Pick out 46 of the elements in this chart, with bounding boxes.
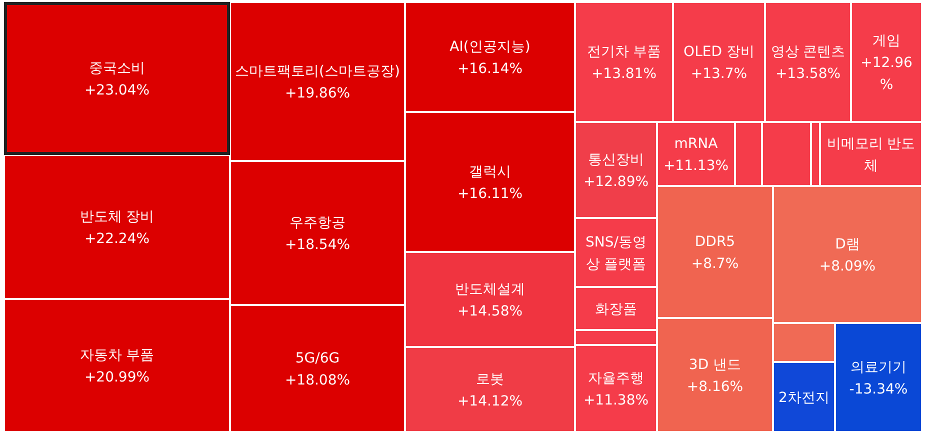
data-label: +19.86% <box>284 86 350 102</box>
category-label: 자율주행 <box>588 370 644 386</box>
data-label: +14.58% <box>457 304 523 320</box>
data-label: +13.7% <box>690 66 748 82</box>
data-label: +18.54% <box>284 237 350 253</box>
category-label: 반도체설계 <box>455 282 525 298</box>
data-label: +14.12% <box>457 394 523 410</box>
category-label: 화장품 <box>595 302 637 318</box>
category-label: 5G/6G <box>295 350 340 366</box>
data-label: +13.81% <box>591 66 657 82</box>
data-label: +8.7% <box>691 256 739 272</box>
data-label: +13.58% <box>775 66 841 82</box>
data-label: +11.38% <box>583 392 649 408</box>
data-label: +18.08% <box>284 372 350 388</box>
category-label: 영상 콘텐츠 <box>770 44 846 60</box>
category-label: 2차전지 <box>778 390 830 406</box>
data-label: +8.09% <box>819 258 876 274</box>
data-label: +22.24% <box>84 231 150 247</box>
category-label: D램 <box>835 236 860 252</box>
category-label: 의료기기 <box>850 360 906 376</box>
data-label: +20.99% <box>84 370 150 386</box>
category-label: 비메모리 반도체 <box>826 136 916 174</box>
category-label: 전기차 부품 <box>586 44 662 60</box>
category-label: 자동차 부품 <box>80 348 154 364</box>
data-label: -13.34% <box>849 382 908 398</box>
category-label: 스마트팩토리(스마트공장) <box>235 64 400 80</box>
category-label: 갤럭시 <box>469 164 511 180</box>
category-label: mRNA <box>674 136 718 152</box>
category-label: 통신장비 <box>588 152 644 168</box>
data-label: +23.04% <box>84 82 150 98</box>
data-label: +16.11% <box>457 186 523 202</box>
category-label: 중국소비 <box>89 60 145 76</box>
category-label: AI(인공지능) <box>450 39 530 55</box>
category-label: DDR5 <box>694 234 736 250</box>
category-label: OLED 장비 <box>684 44 754 60</box>
category-label: 게임 <box>872 33 900 49</box>
data-label: +11.13% <box>663 158 729 174</box>
data-label: +12.96% <box>860 55 912 93</box>
data-label: +12.89% <box>583 174 649 190</box>
category-label: 3D 낸드 <box>688 357 742 373</box>
data-label: +8.16% <box>686 379 744 395</box>
category-label: 로봇 <box>476 372 504 388</box>
category-label: SNS/동영상 플랫폼 <box>586 234 646 272</box>
data-label: +16.14% <box>457 61 523 77</box>
category-label: 반도체 장비 <box>80 209 154 225</box>
category-label: 우주항공 <box>290 215 346 231</box>
